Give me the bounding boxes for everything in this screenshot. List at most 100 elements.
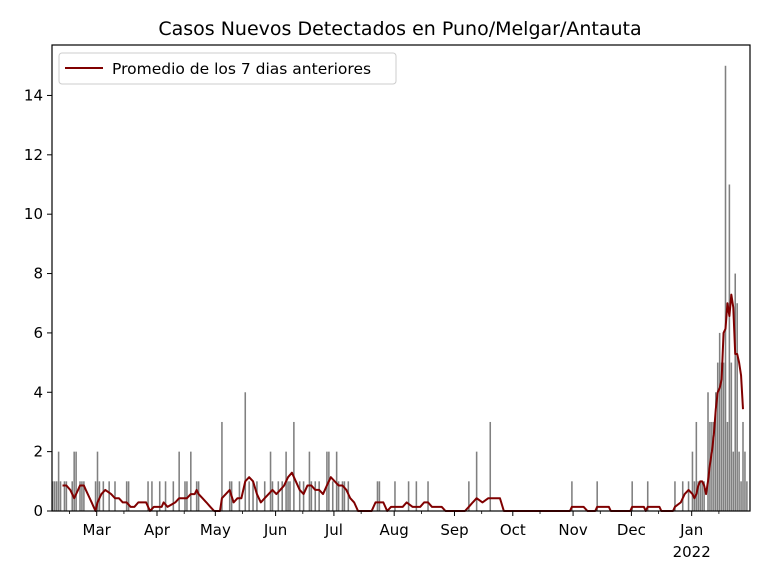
chart-title: Casos Nuevos Detectados en Puno/Melgar/A…	[158, 18, 641, 40]
bar	[738, 451, 740, 511]
bar	[94, 481, 97, 511]
x-tick-label: Sep	[440, 521, 468, 539]
bar	[238, 481, 241, 511]
bar	[83, 481, 85, 511]
bar	[701, 481, 703, 511]
y-tick-label: 0	[33, 502, 43, 520]
bar	[308, 451, 311, 511]
bar	[475, 451, 478, 511]
bar	[746, 481, 748, 511]
bar	[184, 481, 186, 511]
bar	[742, 421, 744, 511]
line-series	[62, 293, 744, 512]
bar	[674, 481, 676, 511]
bar	[102, 481, 105, 511]
bar	[221, 421, 223, 511]
bar	[228, 481, 231, 511]
bar	[337, 481, 340, 511]
bar	[732, 451, 735, 511]
legend-label: Promedio de los 7 dias anteriores	[112, 60, 371, 78]
bar	[740, 481, 742, 511]
line-rolling-average	[62, 293, 744, 512]
bar	[269, 451, 272, 511]
bar	[415, 481, 418, 511]
bar	[287, 481, 289, 511]
bar	[631, 481, 633, 511]
bar	[108, 481, 110, 511]
bar	[164, 481, 167, 511]
bar	[707, 392, 709, 511]
x-tick-label: Nov	[558, 521, 587, 539]
bar	[178, 451, 180, 511]
bar	[720, 362, 723, 511]
bar	[715, 392, 717, 511]
bar	[314, 481, 317, 511]
x-tick-label: Aug	[380, 521, 409, 539]
bar	[151, 481, 153, 511]
bar	[716, 362, 719, 511]
y-tick-label: 12	[24, 146, 43, 164]
bar	[728, 184, 731, 511]
bar	[125, 481, 128, 511]
bar	[57, 451, 60, 511]
bar	[376, 481, 379, 511]
bar	[427, 481, 429, 511]
y-tick-label: 14	[24, 86, 43, 104]
bar	[281, 481, 283, 511]
bar	[55, 481, 58, 511]
bar	[341, 481, 344, 511]
bar	[394, 481, 396, 511]
bar	[699, 481, 702, 511]
y-tick-label: 6	[33, 324, 43, 342]
x-tick-label: May	[200, 521, 231, 539]
axes: 0 2 4 6 8 10 12 14 Mar Apr May Jun Jul Aug Sep Oct Nov De…	[24, 44, 751, 561]
bar	[293, 421, 295, 511]
bar	[691, 451, 694, 511]
bar	[147, 481, 149, 511]
x-tick-label: Dec	[617, 521, 646, 539]
bar	[687, 481, 690, 511]
y-tick-label: 8	[33, 265, 43, 283]
bar	[736, 303, 738, 511]
x-tick-label: Jan	[679, 521, 703, 539]
bar	[468, 481, 470, 511]
bar	[289, 481, 291, 511]
bar	[263, 481, 266, 511]
bar	[186, 481, 188, 511]
bar	[703, 481, 705, 511]
bar	[59, 481, 62, 511]
bar	[724, 65, 727, 511]
bar	[730, 362, 733, 511]
bar	[489, 421, 492, 511]
bar	[596, 481, 598, 511]
bar	[127, 481, 130, 511]
bar	[646, 481, 649, 511]
x-tick-label: Jun	[263, 521, 287, 539]
legend-box	[58, 52, 397, 85]
bar	[326, 451, 328, 511]
bar	[96, 451, 99, 511]
bar	[378, 481, 381, 511]
bar	[571, 481, 573, 511]
bar	[310, 481, 313, 511]
x-tick-label: Mar	[83, 521, 112, 539]
bar	[114, 481, 116, 511]
bar	[195, 481, 198, 511]
x-tick-label: Apr	[144, 521, 171, 539]
bar	[63, 481, 66, 511]
y-tick-label: 4	[33, 383, 43, 401]
bar	[73, 451, 75, 511]
bar	[277, 481, 280, 511]
bar	[331, 481, 334, 511]
bar	[343, 481, 346, 511]
bar	[697, 481, 700, 511]
bar	[726, 421, 729, 511]
bar-series	[52, 65, 748, 511]
bar	[734, 273, 737, 511]
y-tick-label: 2	[33, 443, 43, 461]
x-year-label: 2022	[673, 543, 711, 561]
bar	[407, 481, 410, 511]
bar	[65, 481, 68, 511]
